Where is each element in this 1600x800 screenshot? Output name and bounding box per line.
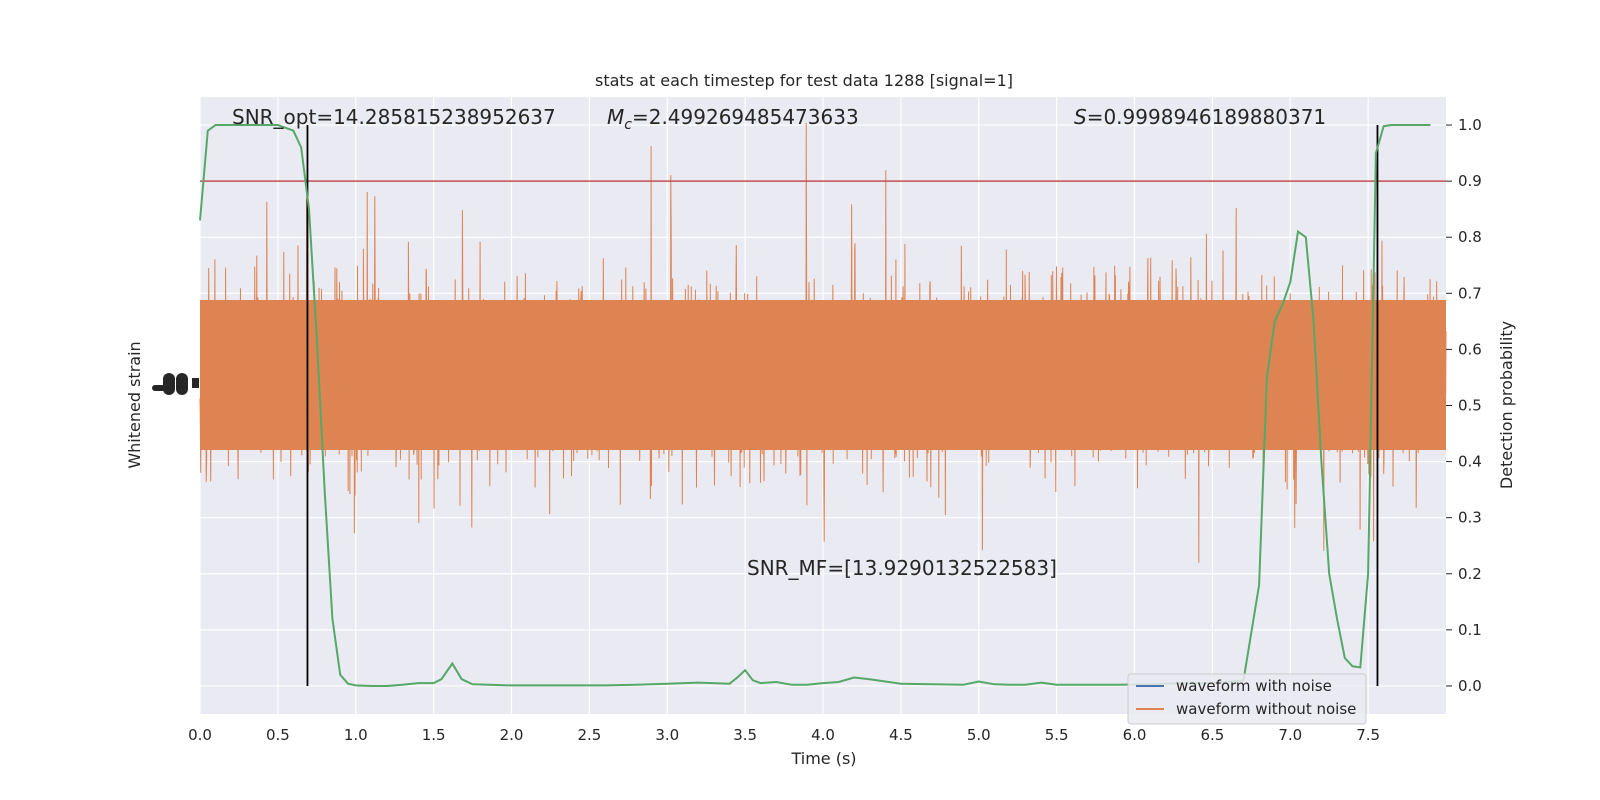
y-tick-label: 0.7 <box>1458 284 1482 302</box>
x-axis-ticks: 0.0 0.5 1.0 1.5 2.0 2.5 3.0 3.5 4.0 4.5 5.0 5.5 6.0 6… <box>188 726 1380 744</box>
snr-opt-annotation: SNR_opt=14.285815238952637 <box>232 105 556 129</box>
x-tick-label: 2.0 <box>500 726 524 744</box>
y-tick-label: 1.0 <box>1458 116 1482 134</box>
y-axis-right-label: Detection probability <box>1497 321 1516 489</box>
legend: waveform with noise waveform without noi… <box>1127 673 1367 725</box>
chart-title: stats at each timestep for test data 128… <box>595 71 1013 90</box>
vline-layer <box>306 125 1379 686</box>
strain-dense-band <box>200 300 1446 450</box>
mc-annotation: Mc=2.499269485473633 <box>607 105 859 133</box>
x-tick-label: 5.5 <box>1045 726 1069 744</box>
y-tick-label: 0.5 <box>1458 397 1482 415</box>
x-tick-label: 4.0 <box>811 726 835 744</box>
x-tick-label: 4.5 <box>889 726 913 744</box>
detection-probability-line <box>199 124 1431 687</box>
x-axis-label: Time (s) <box>790 749 856 768</box>
legend-box <box>1127 673 1367 725</box>
y-tick-label: 0.8 <box>1458 228 1482 246</box>
strain-waveform <box>199 122 1447 563</box>
y-tick-label: 0.9 <box>1458 172 1482 190</box>
x-tick-label: 2.5 <box>577 726 601 744</box>
x-tick-label: 3.0 <box>655 726 679 744</box>
y-tick-label: 0.6 <box>1458 340 1482 358</box>
snr-mf-annotation: SNR_MF=[13.9290132522583] <box>747 556 1057 580</box>
y-tick-label: 0.0 <box>1458 677 1482 695</box>
x-tick-label: 6.5 <box>1200 726 1224 744</box>
x-tick-label: 3.5 <box>733 726 757 744</box>
y-axis-left-label: Whitened strain <box>125 341 144 468</box>
s-annotation: S=0.9998946189880371 <box>1074 105 1326 129</box>
x-tick-label: 1.0 <box>344 726 368 744</box>
x-tick-label: 0.5 <box>266 726 290 744</box>
x-tick-label: 1.5 <box>422 726 446 744</box>
probability-layer <box>199 124 1431 687</box>
y-tick-label: 0.3 <box>1458 509 1482 527</box>
x-tick-label: 0.0 <box>188 726 212 744</box>
x-tick-label: 6.0 <box>1123 726 1147 744</box>
x-tick-label: 7.0 <box>1278 726 1302 744</box>
x-tick-label: 5.0 <box>967 726 991 744</box>
legend-label-with-noise: waveform with noise <box>1176 677 1332 695</box>
x-tick-label: 7.5 <box>1356 726 1380 744</box>
y-axis-right-ticks: 0.0 0.1 0.2 0.3 0.4 0.5 0.6 0.7 0.8 0.9 1.0 <box>1446 116 1482 695</box>
left-axis-tick-smudge <box>152 373 199 395</box>
legend-label-without-noise: waveform without noise <box>1176 700 1356 718</box>
y-tick-label: 0.4 <box>1458 453 1482 471</box>
y-tick-label: 0.1 <box>1458 621 1482 639</box>
y-tick-label: 0.2 <box>1458 565 1482 583</box>
